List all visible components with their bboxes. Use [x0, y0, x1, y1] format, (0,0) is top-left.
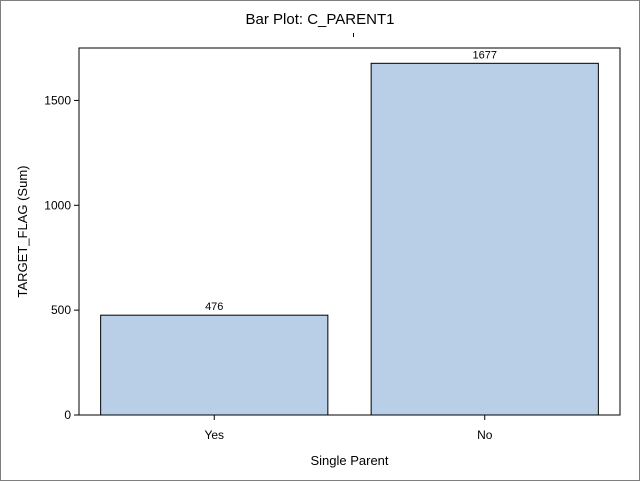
x-axis: Yes No [204, 415, 493, 442]
data-label: 1677 [473, 49, 497, 61]
bars: 476 1677 [100, 49, 599, 416]
chart-title: Bar Plot: C_PARENT1 [245, 11, 395, 28]
x-tick-label: Yes [204, 428, 224, 442]
x-axis-label: Single Parent [310, 453, 388, 468]
plot-area [78, 47, 621, 416]
y-tick-label: 1000 [44, 198, 71, 212]
y-axis: 0 500 1000 1500 [44, 93, 79, 422]
bar-yes [100, 314, 329, 416]
bar-no [370, 62, 599, 416]
y-tick-label: 1500 [44, 93, 71, 107]
title-tick-mark [353, 33, 354, 37]
y-tick-label: 500 [51, 303, 71, 317]
x-tick-label: No [477, 428, 493, 442]
y-tick-label: 0 [64, 408, 71, 422]
y-axis-label: TARGET_FLAG (Sum) [15, 166, 30, 298]
data-label: 476 [205, 301, 223, 313]
